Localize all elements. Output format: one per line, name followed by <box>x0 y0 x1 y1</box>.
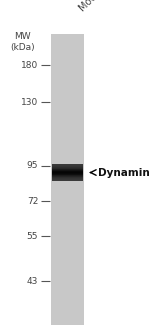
Bar <box>52 170 83 171</box>
Bar <box>52 173 83 174</box>
Bar <box>52 165 83 166</box>
Bar <box>52 169 83 170</box>
Text: 43: 43 <box>27 277 38 286</box>
Bar <box>52 164 83 165</box>
Bar <box>52 166 83 167</box>
Bar <box>52 177 83 178</box>
Bar <box>52 175 83 176</box>
Text: Mouse brain: Mouse brain <box>77 0 126 13</box>
Bar <box>52 171 83 172</box>
Bar <box>51 34 84 325</box>
Text: 72: 72 <box>27 197 38 205</box>
Text: Dynamin 2: Dynamin 2 <box>98 168 150 178</box>
Text: 95: 95 <box>27 161 38 170</box>
Bar <box>52 178 83 179</box>
Bar <box>52 179 83 180</box>
Text: 130: 130 <box>21 98 38 107</box>
Bar <box>52 172 83 173</box>
Bar <box>52 174 83 175</box>
Bar <box>52 180 83 181</box>
Bar <box>52 167 83 168</box>
Text: 55: 55 <box>27 232 38 241</box>
Bar <box>52 176 83 177</box>
Text: 180: 180 <box>21 61 38 70</box>
Text: MW
(kDa): MW (kDa) <box>10 32 35 52</box>
Bar <box>52 168 83 169</box>
